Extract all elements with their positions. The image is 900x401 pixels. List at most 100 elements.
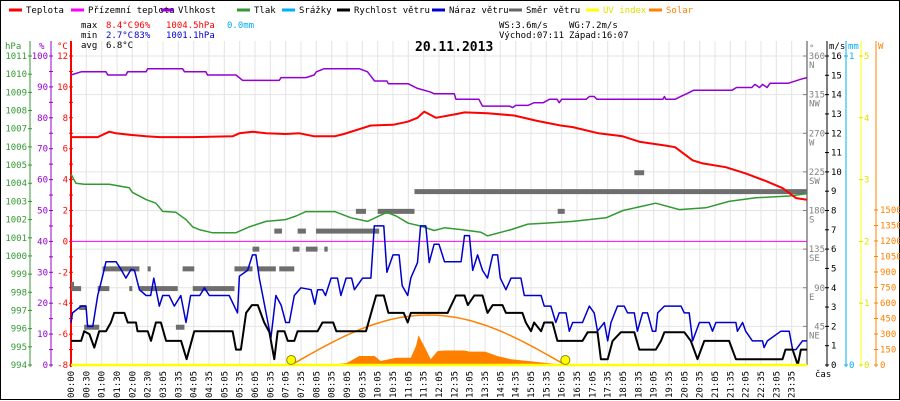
solar-tick-label: 150 [880, 346, 896, 356]
pressure-axis-tick-label: 1005 [5, 161, 27, 171]
x-tick-label: 22:05 [742, 371, 752, 398]
x-tick-label: 19:35 [665, 371, 675, 398]
wind-tick-label: 14 [831, 91, 842, 101]
stats-avg-temp: 6.8°C [106, 41, 133, 51]
pressure-axis-tick-label: 1000 [5, 252, 27, 262]
stats-min-label: min [81, 31, 97, 41]
pressure-axis-unit: hPa [5, 42, 21, 52]
x-tick-label: 19:05 [650, 371, 660, 398]
wind-direction-segment [147, 266, 151, 272]
wind-direction-segment [192, 286, 235, 292]
direction-tick-label: 270 [809, 129, 825, 139]
x-tick-label: 18:05 [619, 371, 629, 398]
legend-label: Srážky [299, 6, 332, 16]
x-tick-label: 01:00 [98, 371, 108, 398]
pressure-axis-tick-label: 1008 [5, 107, 27, 117]
x-tick-label: 10:05 [374, 371, 384, 398]
x-tick-label: 00:30 [82, 371, 92, 398]
wind-direction-segment [79, 304, 87, 310]
solar-tick-label: 0 [880, 361, 885, 371]
wind-tick-label: 12 [831, 129, 842, 139]
wind-direction-segment [139, 286, 178, 292]
temperature-axis-tick-label: -6 [57, 330, 68, 340]
stats-wind-gust: WG:7.2m/s [569, 21, 618, 31]
stats-sunrise: Východ:07:11 [499, 31, 564, 41]
uv-tick-label: 0 [864, 361, 869, 371]
humidity-axis-tick-label: 100 [32, 52, 48, 62]
pressure-axis-tick-label: 1001 [5, 234, 27, 244]
pressure-axis-tick-label: 1004 [5, 179, 27, 189]
x-tick-label: 20:35 [696, 371, 706, 398]
x-tick-label: 06:05 [251, 371, 261, 398]
direction-compass-label: N [809, 61, 814, 71]
humidity-line [70, 67, 808, 109]
humidity-axis-tick-label: 70 [37, 145, 48, 155]
direction-tick-label: 180 [809, 207, 825, 217]
pressure-axis-tick-label: 998 [11, 288, 27, 298]
x-tick-label: 10:35 [389, 371, 399, 398]
direction-compass-label: SW [809, 177, 820, 187]
direction-tick-label: 45 [814, 322, 825, 332]
pressure-axis-tick-label: 999 [11, 270, 27, 280]
wind-direction-segment [274, 228, 282, 234]
x-axis-label: čas [815, 369, 831, 380]
sunset-marker [560, 355, 571, 365]
wind-direction-segment [175, 324, 185, 330]
legend-label: Rychlost větru [354, 6, 430, 16]
x-tick-label: 09:35 [358, 371, 368, 398]
wind-tick-label: 4 [831, 284, 836, 294]
pressure-axis-tick-label: 996 [11, 325, 27, 335]
solar-tick-label: 1050 [880, 253, 900, 263]
wind-direction-segment [324, 246, 328, 252]
temperature-axis-tick-label: -8 [57, 361, 68, 371]
x-tick-label: 17:35 [604, 371, 614, 398]
wind-direction-segment [316, 228, 380, 234]
chart-title: 20.11.2013 [415, 40, 493, 55]
x-tick-label: 08:05 [312, 371, 322, 398]
uv-tick-label: 1 [864, 299, 869, 309]
solar-area [313, 335, 565, 365]
solar-tick-label: 300 [880, 330, 896, 340]
pressure-axis-tick-label: 1002 [5, 216, 27, 226]
direction-tick-label: 360 [809, 52, 825, 62]
temperature-axis-tick-label: 12 [57, 52, 68, 62]
direction-tick-label: 315 [809, 91, 825, 101]
wind-direction-segment [279, 266, 295, 272]
direction-compass-label: W [809, 138, 815, 148]
wind-direction-segment [634, 170, 645, 176]
wind-axis-unit: m/s [829, 42, 845, 52]
temperature-line [71, 110, 808, 201]
wind-direction-segment [97, 286, 110, 292]
wind-direction-segment [355, 208, 367, 214]
stats-sunset: Západ:16:07 [569, 31, 629, 41]
solar-axis-unit: W [878, 42, 884, 52]
humidity-axis-unit: % [39, 42, 45, 52]
wind-tick-label: 3 [831, 303, 836, 313]
wind-tick-label: 7 [831, 226, 836, 236]
x-tick-label: 15:05 [527, 371, 537, 398]
x-tick-label: 23:05 [772, 371, 782, 398]
pressure-axis-tick-label: 1011 [5, 52, 27, 62]
x-tick-label: 03:35 [174, 371, 184, 398]
legend-label: Náraz větru [449, 6, 509, 16]
pressure-line [70, 173, 808, 237]
direction-compass-label: S [809, 216, 814, 226]
stats-min-pressure: 1001.1hPa [166, 31, 215, 41]
x-tick-label: 05:05 [220, 371, 230, 398]
uv-tick-label: 5 [864, 52, 869, 62]
x-tick-label: 12:35 [450, 371, 460, 398]
legend-label: Směr větru [526, 6, 580, 16]
stats-max-humidity: 96% [134, 21, 151, 31]
wind-tick-label: 0 [831, 361, 836, 371]
wind-direction-segment [252, 246, 260, 252]
x-tick-label: 08:35 [328, 371, 338, 398]
solar-tick-label: 600 [880, 299, 896, 309]
x-tick-label: 13:05 [466, 371, 476, 398]
x-tick-label: 17:05 [588, 371, 598, 398]
sunrise-marker [286, 355, 297, 365]
x-tick-label: 22:35 [757, 371, 767, 398]
pressure-axis-tick-label: 1006 [5, 143, 27, 153]
wind-direction-segment [377, 208, 415, 214]
